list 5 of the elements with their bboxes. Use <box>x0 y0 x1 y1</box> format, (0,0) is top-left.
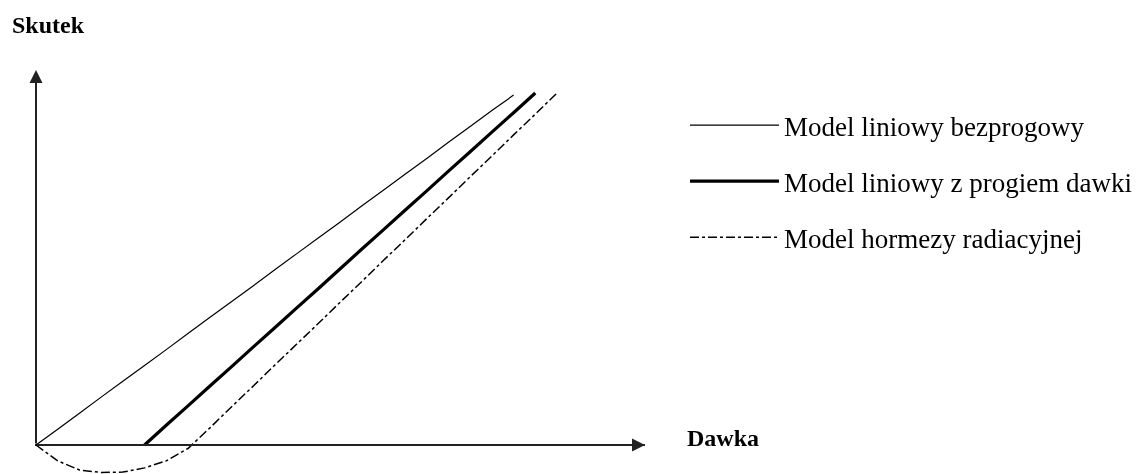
legend-label: Model liniowy bezprogowy <box>784 111 1085 142</box>
legend-label: Model hormezy radiacyjnej <box>784 223 1083 254</box>
text: Dawka <box>687 425 760 451</box>
legend-label: Model liniowy z progiem dawki <box>784 167 1132 198</box>
y-axis-title: Skutek <box>12 12 85 38</box>
